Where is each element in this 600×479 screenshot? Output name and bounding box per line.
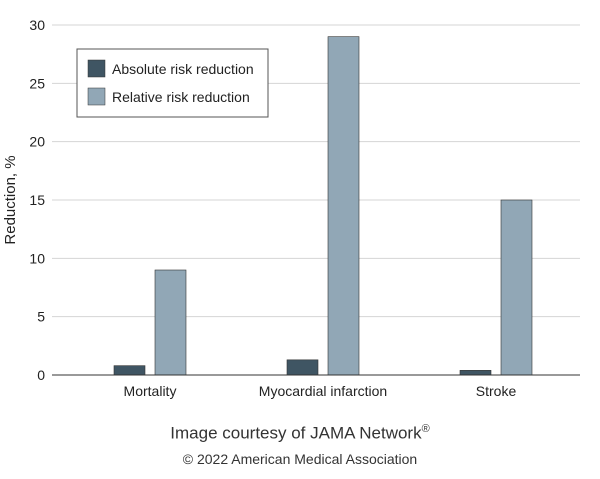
bar-absolute-mortality: [113, 365, 146, 376]
copyright-notice: © 2022 American Medical Association: [182, 451, 418, 467]
y-tick-label: 30: [29, 17, 45, 33]
x-tick-label: Mortality: [124, 383, 177, 399]
x-axis-ticks: Mortality Myocardial infarction Stroke: [124, 383, 517, 399]
x-tick-label: Stroke: [476, 383, 517, 399]
bar-absolute-stroke: [459, 370, 492, 376]
legend-swatch-relative: [87, 87, 106, 106]
y-tick-label: 10: [29, 250, 45, 266]
bar-relative-stroke: [500, 199, 533, 376]
bars: [113, 36, 533, 376]
bar-absolute-myocardial-infarction: [286, 359, 319, 376]
y-tick-label: 20: [29, 134, 45, 150]
legend: Absolute risk reduction Relative risk re…: [76, 48, 269, 118]
y-axis-ticks: 0 5 10 15 20 25 30: [29, 17, 45, 383]
legend-label-absolute: Absolute risk reduction: [112, 61, 254, 77]
image-credit-text: Image courtesy of JAMA Network: [170, 423, 422, 443]
legend-swatch-absolute: [87, 59, 106, 78]
legend-label-relative: Relative risk reduction: [112, 89, 250, 105]
image-credit: Image courtesy of JAMA Network®: [0, 423, 600, 444]
y-tick-label: 15: [29, 192, 45, 208]
bar-relative-myocardial-infarction: [327, 36, 360, 376]
bar-relative-mortality: [154, 269, 187, 376]
registered-mark: ®: [421, 423, 430, 435]
y-tick-label: 0: [37, 367, 45, 383]
y-tick-label: 25: [29, 75, 45, 91]
y-tick-label: 5: [37, 309, 45, 325]
bar-chart: 0 5 10 15 20 25 30 Reduction, % Mortality Myoca…: [2, 17, 580, 399]
legend-box: [76, 48, 269, 118]
x-tick-label: Myocardial infarction: [259, 383, 387, 399]
y-axis-label: Reduction, %: [2, 155, 19, 244]
